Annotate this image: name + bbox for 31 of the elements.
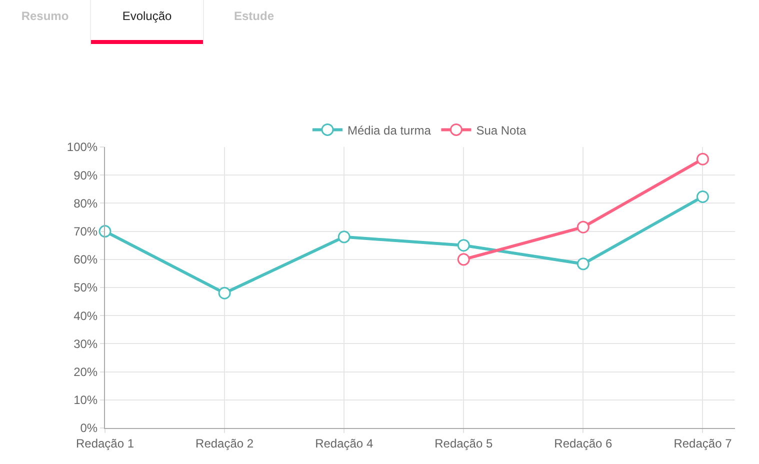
x-tick-label: Redação 2 xyxy=(196,436,254,450)
y-tick-label: 20% xyxy=(74,365,98,379)
point xyxy=(457,239,470,252)
point xyxy=(576,220,590,234)
x-tick-label: Redação 5 xyxy=(434,436,493,450)
y-tick-label: 70% xyxy=(74,224,98,238)
point xyxy=(576,258,590,270)
y-tick-label: 10% xyxy=(74,393,98,408)
y-tick-label: 0% xyxy=(80,421,98,436)
y-tick-label: 80% xyxy=(74,196,98,210)
point xyxy=(98,225,112,238)
x-tick-label: Redação 7 xyxy=(674,436,732,450)
point xyxy=(457,253,470,266)
text: Evolução xyxy=(90,0,203,46)
x-tick-label: Redação 6 xyxy=(554,436,613,450)
legend-label: Sua Nota xyxy=(476,123,527,138)
point xyxy=(218,286,231,300)
point xyxy=(696,190,709,203)
y-tick-label: 60% xyxy=(74,252,98,267)
y-tick-label: 90% xyxy=(74,168,98,182)
text: Estude xyxy=(203,0,304,46)
text: Resumo xyxy=(20,8,70,25)
y-tick-label: 30% xyxy=(74,336,98,351)
point xyxy=(338,230,350,244)
y-tick-label: 40% xyxy=(74,308,98,323)
y-tick-label: 50% xyxy=(74,280,98,295)
x-tick-label: Redação 4 xyxy=(315,436,374,450)
point xyxy=(696,152,709,166)
legend-label: Média da turma xyxy=(348,123,432,138)
y-tick-label: 100% xyxy=(66,140,98,154)
x-tick-label: Redação 1 xyxy=(76,436,134,450)
